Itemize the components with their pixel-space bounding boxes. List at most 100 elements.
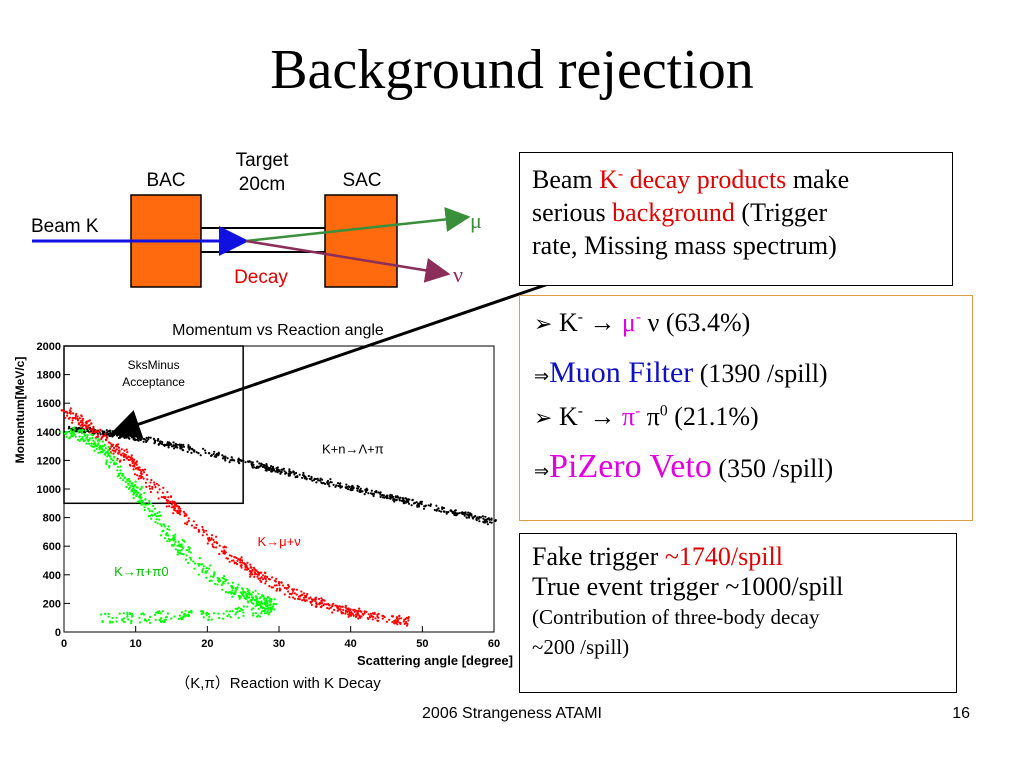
series-point bbox=[168, 539, 171, 543]
series-point bbox=[182, 615, 185, 618]
series-point bbox=[74, 417, 77, 420]
series-point bbox=[217, 612, 220, 615]
target-label-1: Target bbox=[236, 150, 290, 171]
series-point bbox=[133, 462, 137, 465]
series-point bbox=[169, 500, 172, 503]
series-point bbox=[355, 615, 358, 618]
series-point bbox=[369, 492, 373, 495]
series-point bbox=[306, 593, 309, 596]
series-point bbox=[149, 481, 152, 484]
series-point bbox=[212, 575, 215, 578]
beam-text: Beam bbox=[532, 165, 600, 194]
series-point bbox=[255, 600, 258, 603]
series-point bbox=[237, 583, 240, 586]
series-point bbox=[139, 493, 142, 496]
series-point bbox=[244, 461, 247, 464]
x-tick-label: 60 bbox=[488, 638, 500, 650]
series-point bbox=[357, 617, 360, 620]
series-point bbox=[133, 435, 136, 438]
series-point bbox=[166, 491, 169, 494]
series-point bbox=[170, 538, 173, 541]
series-point bbox=[347, 488, 350, 491]
series-point bbox=[205, 529, 208, 532]
series-point bbox=[132, 496, 135, 500]
y-tick-label: 600 bbox=[43, 541, 61, 553]
series-point bbox=[233, 459, 236, 462]
series-point bbox=[244, 597, 247, 601]
series-point bbox=[337, 484, 340, 488]
series-point bbox=[213, 572, 216, 575]
series-point bbox=[186, 450, 189, 453]
series-point bbox=[315, 481, 318, 484]
series-point bbox=[127, 487, 131, 490]
series-point bbox=[167, 496, 170, 499]
series-point bbox=[158, 440, 161, 443]
series-point bbox=[142, 469, 145, 472]
series-point bbox=[357, 610, 360, 613]
series-point bbox=[213, 612, 216, 615]
series-point bbox=[173, 535, 176, 538]
series-point bbox=[94, 429, 97, 432]
series-point bbox=[88, 424, 91, 427]
series-point bbox=[178, 614, 181, 617]
series-point bbox=[221, 457, 224, 460]
series-point bbox=[213, 571, 216, 574]
series-point bbox=[107, 612, 110, 615]
series-point bbox=[233, 562, 236, 565]
series-point bbox=[97, 430, 101, 433]
mu-label: μ bbox=[470, 208, 482, 233]
series-point bbox=[263, 601, 266, 604]
series-point bbox=[244, 591, 247, 594]
series-point bbox=[264, 571, 267, 575]
plot-area: 0 200 400 600 800 1000 1200 1400 1600 1800 2000 0 10… bbox=[37, 341, 501, 650]
series-point bbox=[252, 612, 255, 615]
series-point bbox=[404, 501, 407, 504]
series-point bbox=[221, 617, 225, 620]
series-point bbox=[269, 608, 273, 611]
series-point bbox=[95, 435, 98, 439]
series-point bbox=[86, 434, 89, 437]
series-point bbox=[260, 580, 263, 583]
series-point bbox=[96, 439, 99, 442]
series-label: K→μ+ν bbox=[258, 534, 301, 549]
series-point bbox=[64, 433, 67, 436]
series-point bbox=[137, 477, 140, 480]
series-point bbox=[91, 431, 95, 434]
series-point bbox=[407, 617, 410, 620]
series-point bbox=[175, 445, 178, 448]
series-point bbox=[179, 513, 182, 516]
series-point bbox=[470, 513, 473, 516]
series-point bbox=[261, 574, 265, 577]
pizero-veto-label: PiZero Veto bbox=[549, 448, 712, 485]
series-point bbox=[182, 613, 186, 616]
series-point bbox=[139, 488, 142, 491]
mode-pion-row: ➢ K- → π- π0 (21.1%) bbox=[534, 402, 759, 431]
series-point bbox=[83, 434, 87, 437]
series-point bbox=[352, 614, 355, 617]
series-point bbox=[276, 466, 279, 469]
series-point bbox=[73, 428, 76, 431]
x-tick-label: 0 bbox=[61, 638, 67, 650]
mode-muon-row: ➢ K- → μ- ν (63.4%) bbox=[534, 308, 751, 337]
series-point bbox=[237, 460, 240, 463]
series-point bbox=[116, 465, 119, 468]
series-point bbox=[263, 465, 266, 468]
series-point bbox=[377, 612, 380, 615]
series-point bbox=[363, 612, 366, 615]
series-point bbox=[462, 511, 465, 514]
series-point bbox=[157, 438, 160, 441]
series-point bbox=[174, 509, 177, 512]
series-point bbox=[370, 489, 373, 492]
series-point bbox=[204, 451, 207, 455]
series-point bbox=[64, 411, 67, 414]
series-point bbox=[477, 517, 480, 520]
series-point bbox=[90, 422, 93, 425]
series-point bbox=[198, 557, 201, 560]
series-point bbox=[339, 608, 342, 611]
series-point bbox=[243, 562, 246, 565]
series-point bbox=[360, 490, 363, 493]
series-point bbox=[102, 445, 105, 448]
series-point bbox=[158, 518, 161, 521]
x-tick-label: 20 bbox=[201, 638, 213, 650]
series-point bbox=[249, 573, 252, 576]
